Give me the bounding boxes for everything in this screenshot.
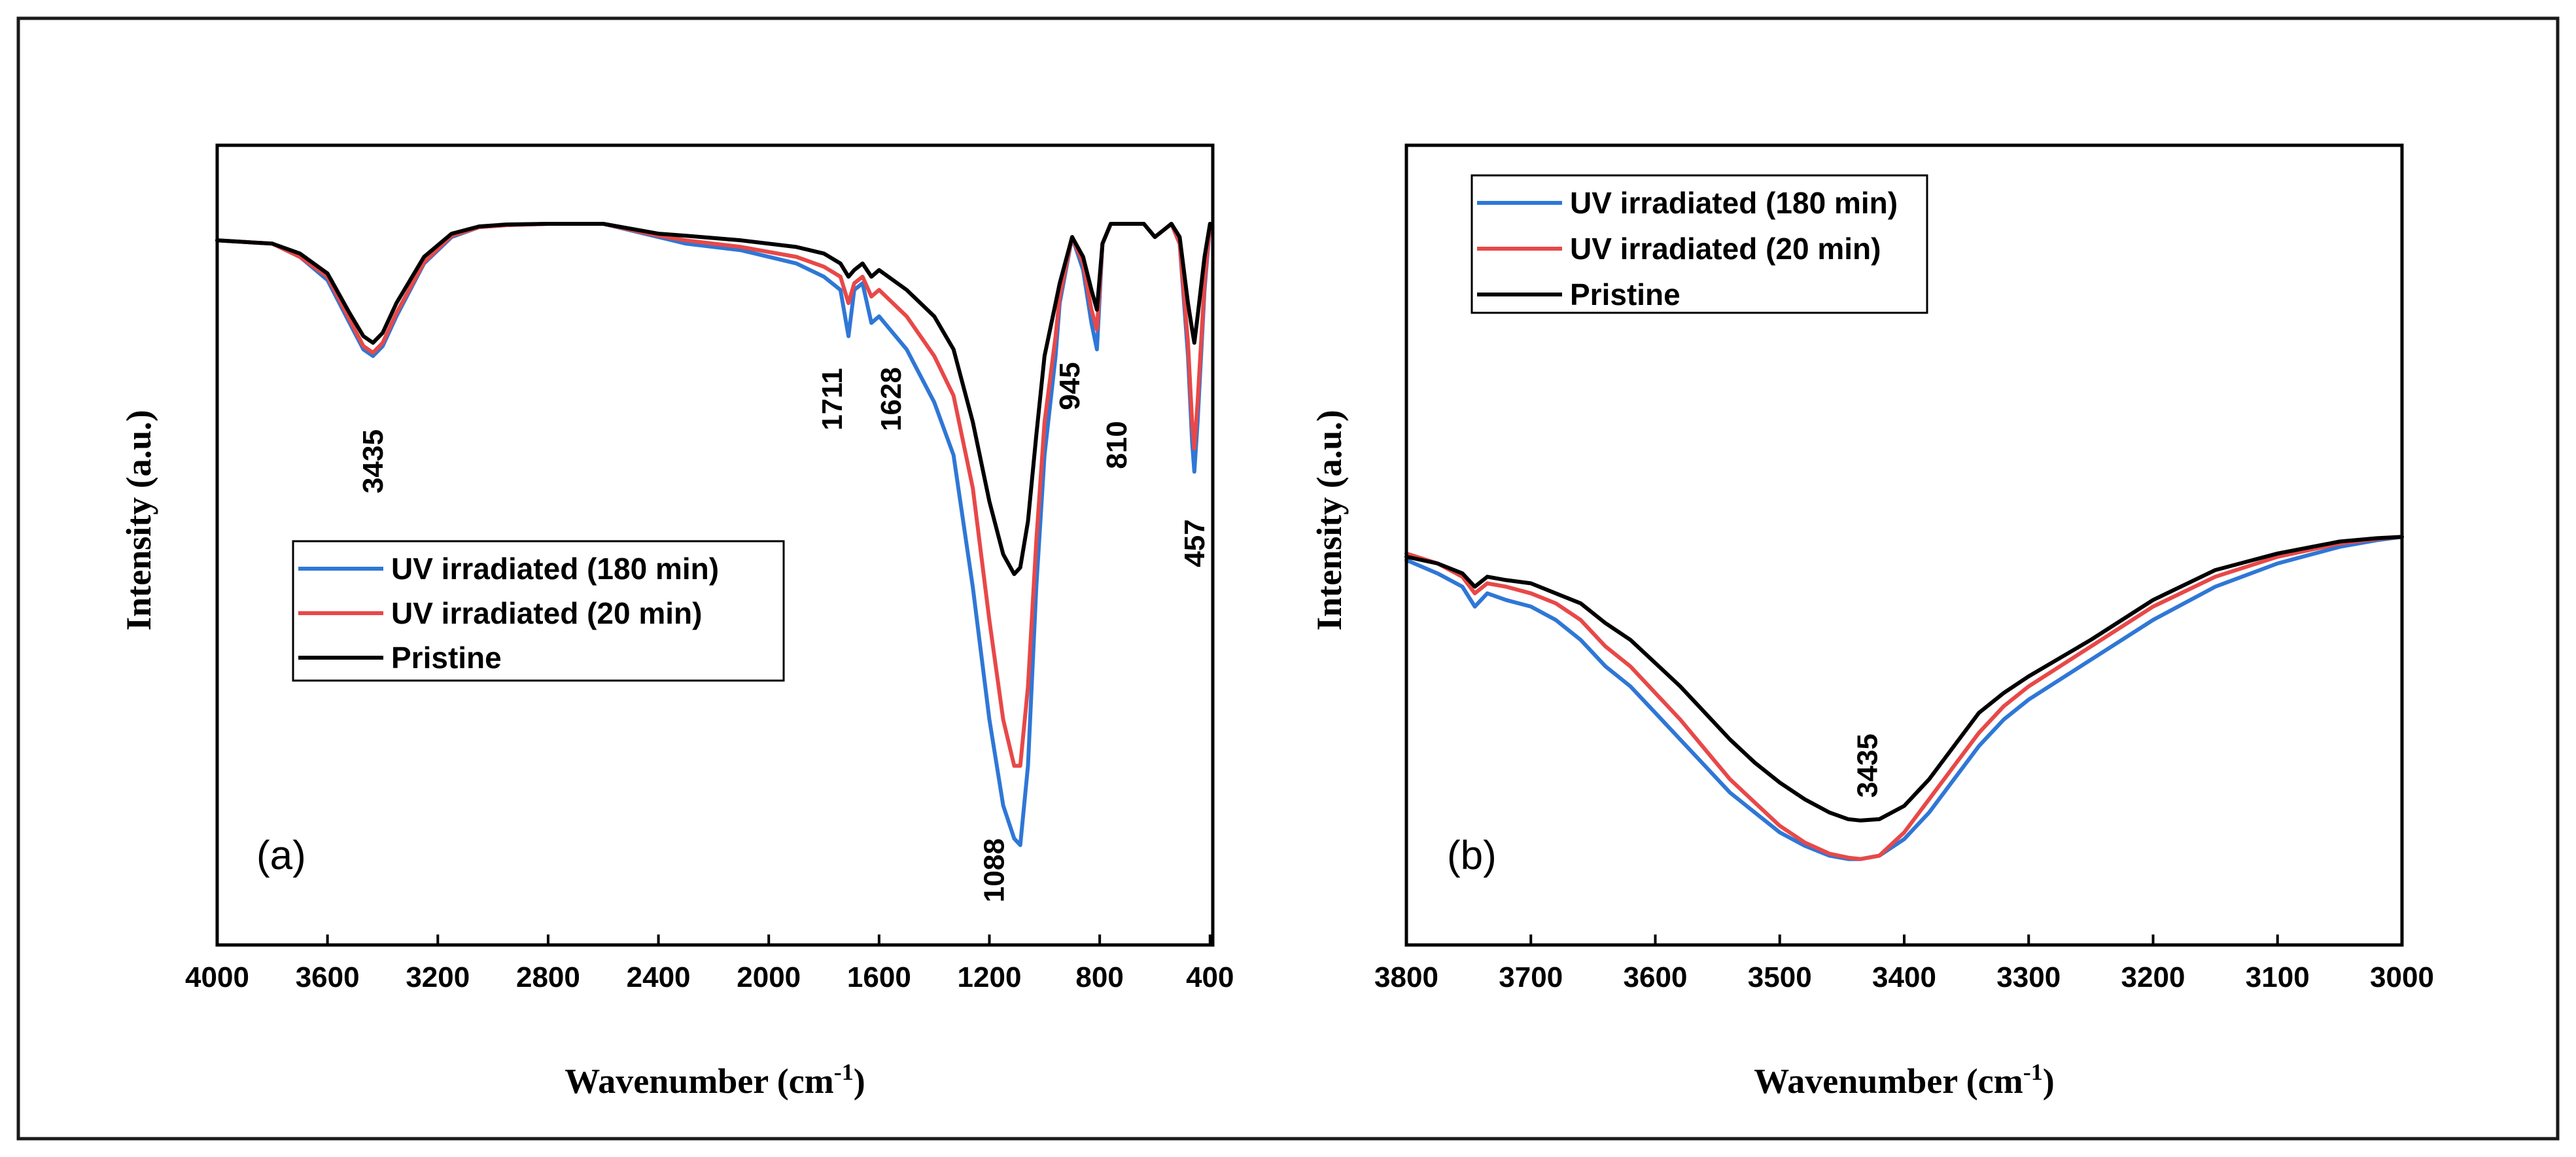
panel-a-peak-label-945: 945 [1054,362,1086,410]
panel-a-y-axis-label: Intensity (a.u.) [119,410,158,631]
panel-b-series-uv-irradiated-180-min [1404,535,2404,861]
panel-a-x-tick-label: 4000 [185,961,249,993]
panel-b-x-axis-label: Wavenumber (cm-1) [1754,1059,2054,1101]
panel-a-x-ticks: 4000 3600 3200 2800 2400 2000 1600 1200 800 400 [185,934,1234,993]
panel-b-x-tick-label: 3500 [1748,961,1812,993]
figure-border [16,16,2560,1141]
panel-a-plot-area [215,143,1215,947]
panel-b-x-tick-label: 3600 [1624,961,1688,993]
panel-a-x-tick-label: 800 [1075,961,1123,993]
panel-a-x-axis-label: Wavenumber (cm-1) [565,1059,865,1101]
panel-b-series [1404,535,2404,861]
panel-b-legend-label: UV irradiated (20 min) [1570,232,1881,266]
panel-b-x-tick-label: 3300 [1996,961,2061,993]
panel-a-peak-labels: 3435 1711 1628 1088 945 810 457 [357,362,1211,902]
panel-b-x-tick-label: 3400 [1872,961,1936,993]
panel-a-x-tick-label: 3600 [296,961,360,993]
panel-a-label: (a) [256,833,306,878]
panel-b-x-ticks: 3800 3700 3600 3500 3400 3300 3200 3100 3000 [1374,934,2434,993]
panel-a-peak-label-1088: 1088 [979,838,1011,902]
panel-b-x-tick-label: 3100 [2246,961,2310,993]
panel-b-label: (b) [1447,833,1497,878]
panel-b-peak-label-3435: 3435 [1851,734,1883,798]
panel-b-legend-label: UV irradiated (180 min) [1570,186,1898,220]
panel-a-legend-label: UV irradiated (20 min) [391,596,702,630]
panel-a-legend: UV irradiated (180 min) UV irradiated (20… [292,540,785,682]
panel-a-x-tick-label: 2000 [737,961,801,993]
panel-b-legend-label: Pristine [1570,277,1680,312]
panel-b-y-axis-label: Intensity (a.u.) [1310,410,1349,631]
panel-a-series-pristine [215,222,1212,577]
panel-a-peak-label-1628: 1628 [875,367,907,431]
panel-a-peak-label-457: 457 [1179,519,1211,567]
panel-a-x-tick-label: 1200 [958,961,1022,993]
panel-a-legend-label: Pristine [391,641,502,675]
panel-a-peak-label-3435: 3435 [357,429,389,493]
panel-b-x-tick-label: 3200 [2121,961,2185,993]
panel-b-x-tick-label: 3800 [1374,961,1438,993]
panel-b-x-tick-label: 3000 [2370,961,2434,993]
panel-a-x-tick-label: 2800 [516,961,580,993]
panel-a-legend-label: UV irradiated (180 min) [391,552,719,586]
panel-a-peak-label-1711: 1711 [816,368,848,430]
panel-a: 4000 3600 3200 2800 2400 2000 1600 1200 800 400 3… [119,143,1234,1101]
panel-b-legend-box [1471,174,1928,314]
panel-b-series-uv-irradiated-20-min [1404,535,2404,861]
panel-a-x-tick-label: 2400 [627,961,691,993]
panel-a-x-tick-label: 3200 [406,961,470,993]
panel-b-legend: UV irradiated (180 min) UV irradiated (20… [1471,174,1928,314]
panel-a-series [215,222,1212,847]
panel-b: 3800 3700 3600 3500 3400 3300 3200 3100 3000 343… [1310,143,2434,1101]
panel-a-x-tick-label: 400 [1186,961,1234,993]
panel-b-series-pristine [1404,535,2404,823]
panel-b-peak-labels: 3435 [1851,734,1883,798]
panel-b-x-tick-label: 3700 [1499,961,1563,993]
panel-a-peak-label-810: 810 [1101,421,1133,469]
panel-a-series-uv-irradiated-180-min [215,222,1212,847]
panel-a-x-tick-label: 1600 [847,961,911,993]
